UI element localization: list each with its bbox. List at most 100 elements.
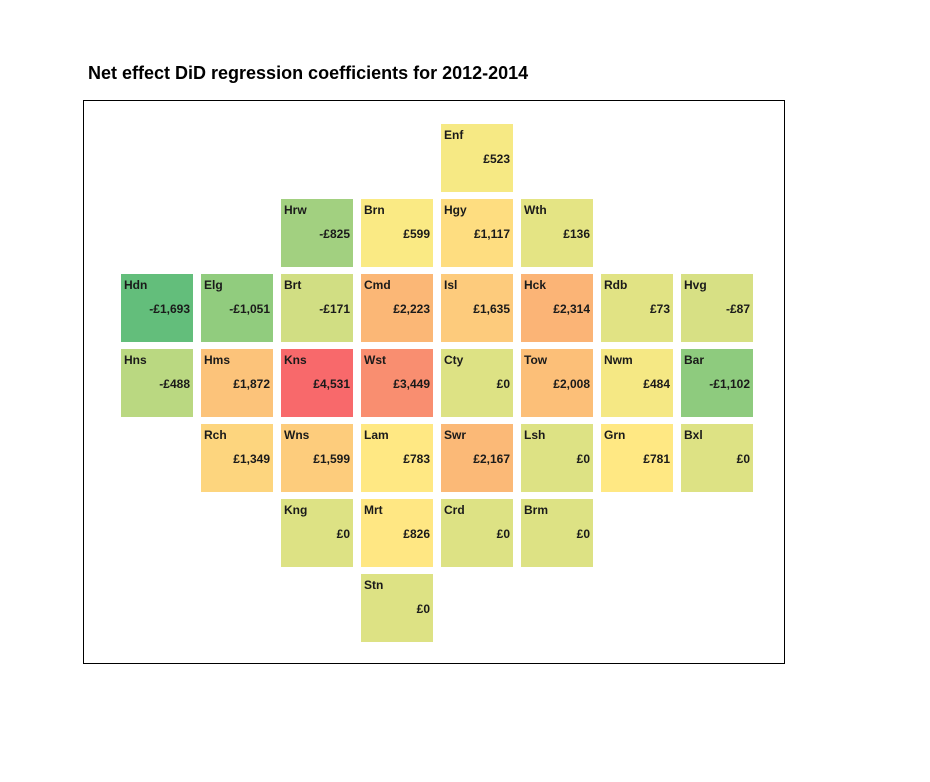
tile-value-label: £0 (496, 527, 510, 541)
tile-brt: Brt -£171 (281, 274, 353, 342)
tile-value-label: -£488 (159, 377, 190, 391)
tile-value-label: £2,223 (393, 302, 430, 316)
tile-value-label: £1,117 (473, 227, 510, 241)
tile-code-label: Swr (444, 428, 467, 442)
tile-kng: Kng £0 (281, 499, 353, 567)
tile-code-label: Nwm (604, 353, 633, 367)
tile-value-label: £484 (643, 377, 670, 391)
tile-code-label: Brn (364, 203, 385, 217)
tile-code-label: Mrt (364, 503, 383, 517)
tile-code-label: Hrw (284, 203, 307, 217)
tile-rdb: Rdb £73 (601, 274, 673, 342)
tile-hrw: Hrw -£825 (281, 199, 353, 267)
tile-value-label: £783 (403, 452, 430, 466)
tile-code-label: Bar (684, 353, 705, 367)
tile-hns: Hns -£488 (121, 349, 193, 417)
tile-brm: Brm £0 (521, 499, 593, 567)
tile-value-label: £1,872 (233, 377, 270, 391)
tile-code-label: Stn (364, 578, 384, 592)
tile-enf: Enf £523 (441, 124, 513, 192)
tile-code-label: Tow (524, 353, 548, 367)
tile-hdn: Hdn -£1,693 (121, 274, 193, 342)
tile-bxl: Bxl £0 (681, 424, 753, 492)
tile-hvg: Hvg -£87 (681, 274, 753, 342)
tile-value-label: -£825 (319, 227, 350, 241)
tile-brn: Brn £599 (361, 199, 433, 267)
tile-value-label: -£1,051 (229, 302, 270, 316)
tile-value-label: £0 (336, 527, 350, 541)
tile-value-label: £523 (483, 152, 510, 166)
tile-wns: Wns £1,599 (281, 424, 353, 492)
tile-code-label: Rch (204, 428, 227, 442)
tile-code-label: Hvg (684, 278, 707, 292)
tile-stn: Stn £0 (361, 574, 433, 642)
tile-code-label: Rdb (604, 278, 628, 292)
tile-value-label: £0 (576, 527, 590, 541)
tile-code-label: Hgy (444, 203, 467, 217)
chart-title: Net effect DiD regression coefficients f… (88, 63, 529, 83)
tile-cty: Cty £0 (441, 349, 513, 417)
tile-code-label: Kng (284, 503, 308, 517)
tile-value-label: £2,008 (553, 377, 590, 391)
tile-value-label: -£171 (319, 302, 350, 316)
tile-value-label: £136 (563, 227, 590, 241)
tile-value-label: £826 (403, 527, 430, 541)
tile-value-label: £0 (576, 452, 590, 466)
tile-code-label: Kns (284, 353, 307, 367)
tile-value-label: £781 (643, 452, 670, 466)
tile-mrt: Mrt £826 (361, 499, 433, 567)
tile-hgy: Hgy £1,117 (441, 199, 513, 267)
tile-cmd: Cmd £2,223 (361, 274, 433, 342)
tile-bar: Bar -£1,102 (681, 349, 753, 417)
tile-value-label: -£1,102 (709, 377, 750, 391)
tile-elg: Elg -£1,051 (201, 274, 273, 342)
tile-lsh: Lsh £0 (521, 424, 593, 492)
tile-code-label: Cmd (364, 278, 391, 292)
tile-tow: Tow £2,008 (521, 349, 593, 417)
tile-code-label: Hck (524, 278, 547, 292)
tile-kns: Kns £4,531 (281, 349, 353, 417)
chart-frame (83, 100, 785, 664)
tile-code-label: Hms (204, 353, 231, 367)
tile-value-label: £0 (496, 377, 510, 391)
tile-value-label: -£1,693 (149, 302, 190, 316)
tile-value-label: £4,531 (313, 377, 350, 391)
tile-value-label: £3,449 (393, 377, 430, 391)
tile-nwm: Nwm £484 (601, 349, 673, 417)
tile-code-label: Elg (204, 278, 223, 292)
tile-crd: Crd £0 (441, 499, 513, 567)
tile-code-label: Grn (604, 428, 626, 442)
tile-code-label: Wst (364, 353, 386, 367)
tile-code-label: Hdn (124, 278, 148, 292)
tile-value-label: £0 (416, 602, 430, 616)
tile-value-label: -£87 (725, 302, 750, 316)
tile-code-label: Cty (444, 353, 464, 367)
tile-hck: Hck £2,314 (521, 274, 593, 342)
tile-code-label: Lam (364, 428, 389, 442)
tile-value-label: £2,314 (553, 302, 590, 316)
tile-grn: Grn £781 (601, 424, 673, 492)
tile-code-label: Lsh (524, 428, 546, 442)
tile-code-label: Wth (524, 203, 547, 217)
tile-value-label: £599 (403, 227, 430, 241)
tile-code-label: Enf (444, 128, 464, 142)
tile-value-label: £73 (649, 302, 670, 316)
tile-value-label: £2,167 (473, 452, 510, 466)
tile-code-label: Isl (444, 278, 458, 292)
tile-swr: Swr £2,167 (441, 424, 513, 492)
tile-lam: Lam £783 (361, 424, 433, 492)
tile-wth: Wth £136 (521, 199, 593, 267)
tile-code-label: Crd (444, 503, 465, 517)
tile-value-label: £1,599 (313, 452, 350, 466)
tile-code-label: Hns (124, 353, 147, 367)
tile-code-label: Brm (524, 503, 549, 517)
tile-code-label: Brt (284, 278, 302, 292)
tile-value-label: £0 (736, 452, 750, 466)
tile-value-label: £1,635 (473, 302, 510, 316)
tile-value-label: £1,349 (233, 452, 270, 466)
tile-code-label: Bxl (684, 428, 703, 442)
tile-code-label: Wns (284, 428, 310, 442)
tile-wst: Wst £3,449 (361, 349, 433, 417)
tile-hms: Hms £1,872 (201, 349, 273, 417)
tile-isl: Isl £1,635 (441, 274, 513, 342)
